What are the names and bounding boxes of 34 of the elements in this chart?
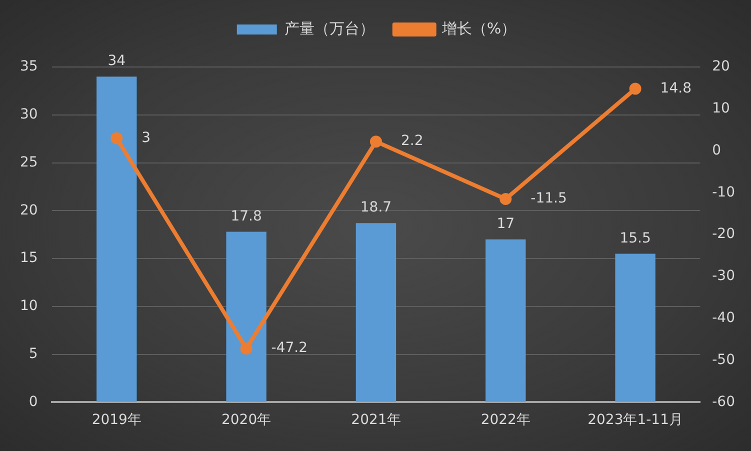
x-tick-label: 2021年 (351, 412, 401, 428)
y-tick-label: 35 (20, 58, 38, 75)
x-tick-label: 2020年 (221, 412, 272, 428)
y-tick-label: 5 (28, 346, 38, 362)
y2-tick-label: -60 (712, 394, 736, 410)
x-tick-label: 2023年1-11月 (588, 412, 684, 428)
y2-tick-label: -50 (712, 352, 736, 368)
data-label: 17 (496, 216, 515, 232)
data-label: 18.7 (360, 200, 392, 216)
y2-tick-label: 20 (712, 58, 730, 75)
y2-tick-label: 10 (712, 100, 730, 117)
data-label: 15.5 (620, 230, 651, 246)
legend-label: 增长（%） (440, 19, 516, 38)
y2-tick-label: -30 (712, 268, 736, 284)
data-label: 14.8 (660, 80, 692, 96)
y-tick-label: 0 (28, 394, 38, 410)
y2-tick-label: -20 (712, 226, 736, 242)
y2-tick-label: -40 (712, 310, 736, 326)
data-label: 34 (108, 53, 126, 70)
y-tick-label: 15 (20, 250, 38, 266)
data-label: -47.2 (271, 340, 308, 356)
y-tick-label: 30 (20, 106, 38, 123)
data-label: -11.5 (530, 190, 567, 207)
y-tick-label: 10 (20, 298, 38, 314)
data-label: 2.2 (400, 133, 424, 150)
y-tick-label: 20 (20, 202, 38, 218)
y2-tick-label: 0 (712, 142, 722, 158)
y-tick-label: 25 (20, 154, 38, 170)
data-label: 17.8 (230, 208, 262, 224)
x-tick-label: 2019年 (92, 412, 142, 428)
legend-label: 产量（万台） (284, 19, 374, 38)
x-tick-label: 2022年 (480, 412, 530, 428)
y2-tick-label: -10 (712, 184, 736, 200)
data-label: 3 (142, 130, 151, 146)
